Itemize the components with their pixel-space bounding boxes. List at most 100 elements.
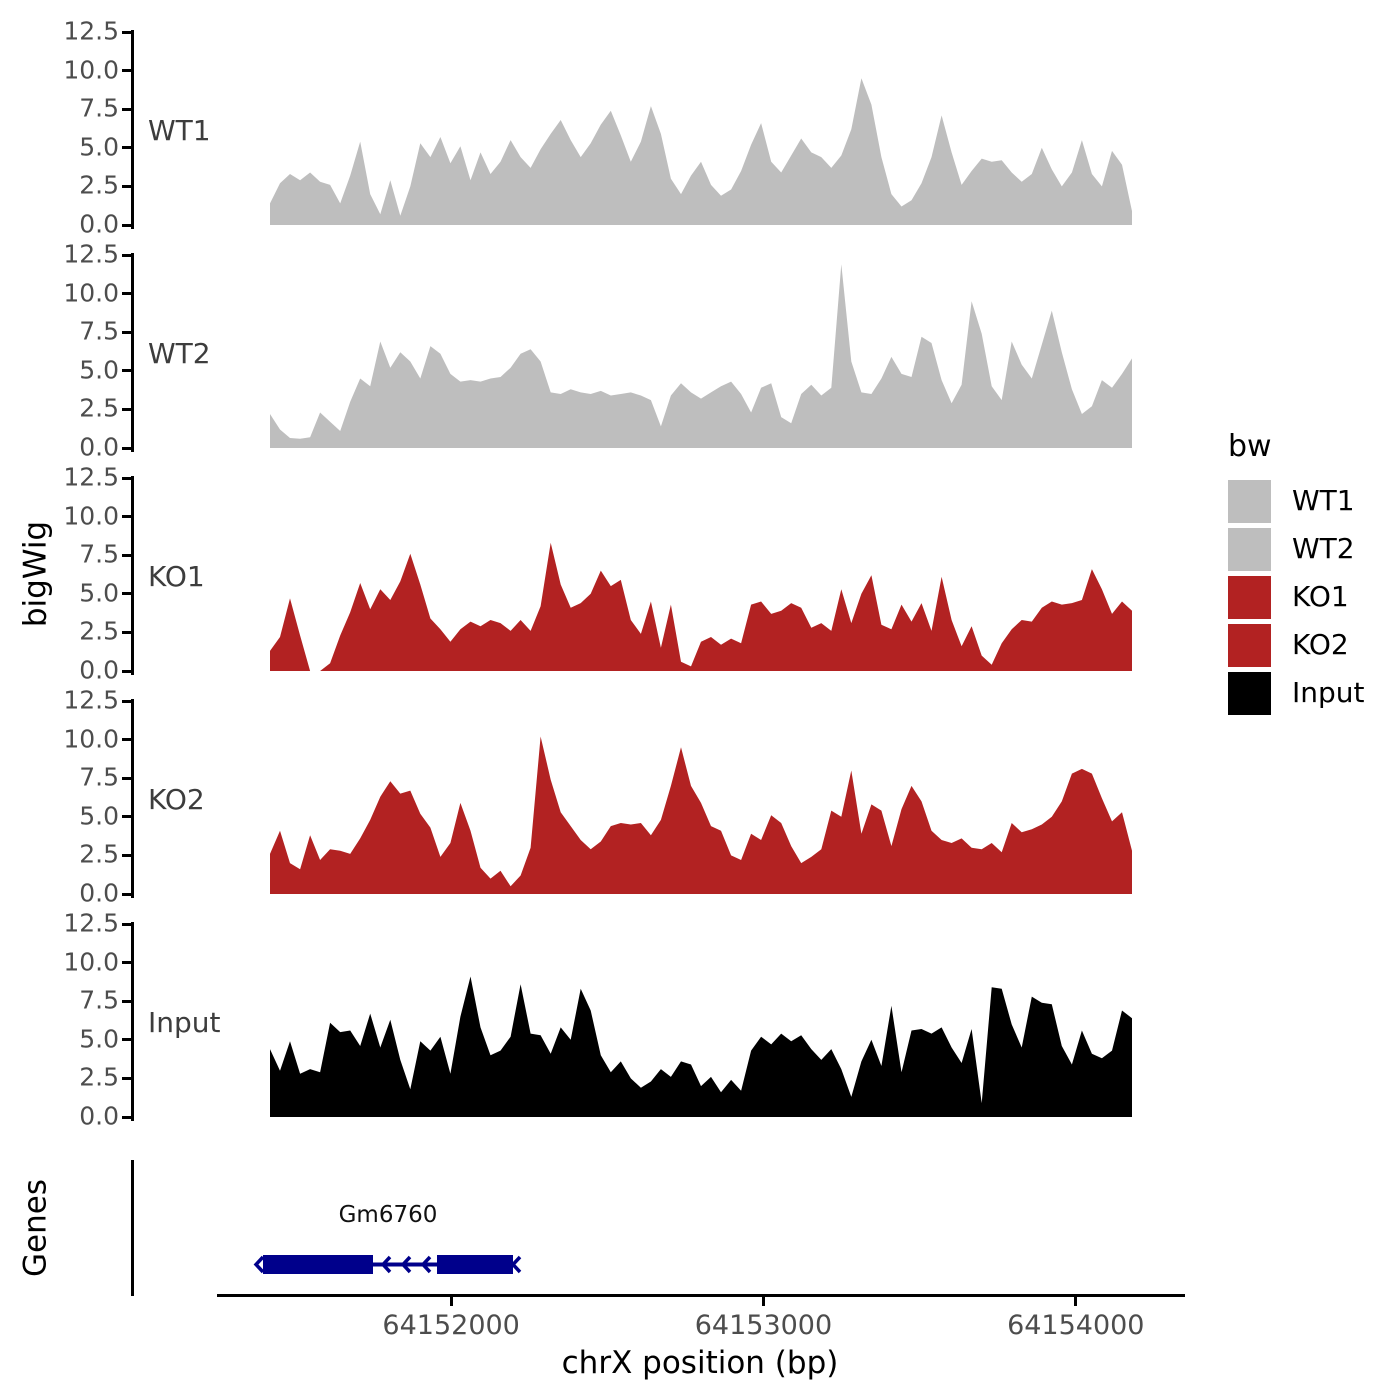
y-tick <box>122 853 131 857</box>
legend-label: WT1 <box>1292 484 1355 517</box>
y-tick-label: 0.0 <box>79 1101 119 1131</box>
y-tick <box>122 515 131 519</box>
track-label-wt1: WT1 <box>148 113 211 147</box>
coverage-polygon <box>270 736 1132 894</box>
legend-swatch <box>1228 623 1271 667</box>
y-tick <box>122 184 131 188</box>
x-tick-label: 64154000 <box>1007 1310 1145 1341</box>
legend-label: KO2 <box>1292 628 1349 661</box>
strand-arrow-icon <box>253 1255 265 1274</box>
y-tick-label: 5.0 <box>79 355 119 385</box>
y-tick-label: 0.0 <box>79 432 119 462</box>
y-tick-label: 12.5 <box>63 462 119 492</box>
legend-label: KO1 <box>1292 580 1349 613</box>
y-tick <box>122 669 131 673</box>
y-tick <box>122 1115 131 1119</box>
coverage-polygon <box>270 264 1132 448</box>
gene-exon <box>263 1255 373 1274</box>
y-tick <box>122 292 131 296</box>
y-tick-label: 7.5 <box>79 762 119 792</box>
legend-items: WT1 WT2 KO1 KO2 Input <box>1228 477 1365 717</box>
legend-label: WT2 <box>1292 532 1355 565</box>
y-tick <box>122 630 131 634</box>
y-tick <box>122 146 131 150</box>
x-tick-label: 64152000 <box>382 1310 520 1341</box>
x-axis-line <box>217 1294 1185 1297</box>
y-tick-label: 10.0 <box>63 724 119 754</box>
legend-title: bw <box>1228 429 1272 464</box>
y-tick <box>122 223 131 227</box>
x-tick <box>1074 1297 1078 1306</box>
gene-model <box>253 1255 522 1274</box>
y-tick-label: 5.0 <box>79 1024 119 1054</box>
y-tick-label: 2.5 <box>79 393 119 423</box>
y-tick <box>122 253 131 257</box>
coverage-area-ko2 <box>270 736 1132 894</box>
track-label-input: Input <box>148 1005 221 1039</box>
y-tick <box>122 815 131 819</box>
y-tick <box>122 738 131 742</box>
coverage-area-wt1 <box>270 78 1132 225</box>
y-tick-label: 12.5 <box>63 685 119 715</box>
coverage-polygon <box>270 542 1132 671</box>
legend-item-ko2: KO2 <box>1228 621 1365 669</box>
y-tick-label: 10.0 <box>63 278 119 308</box>
x-tick <box>761 1297 765 1306</box>
y-tick-label: 0.0 <box>79 655 119 685</box>
x-tick-label: 64153000 <box>694 1310 833 1341</box>
y-tick <box>122 776 131 780</box>
legend-item-wt1: WT1 <box>1228 477 1365 525</box>
legend-swatch <box>1228 575 1271 619</box>
legend-label: Input <box>1292 676 1365 709</box>
y-axis-line <box>131 476 134 675</box>
y-tick <box>122 407 131 411</box>
y-tick-label: 2.5 <box>79 170 119 200</box>
y-tick <box>122 446 131 450</box>
y-tick <box>122 330 131 334</box>
y-tick <box>122 107 131 111</box>
y-tick <box>122 1076 131 1080</box>
y-axis-line <box>131 253 134 452</box>
y-tick <box>122 369 131 373</box>
y-tick <box>122 999 131 1003</box>
legend: bw WT1 WT2 KO1 KO2 Input <box>1228 432 1365 717</box>
y-tick-label: 7.5 <box>79 316 119 346</box>
y-tick-label: 5.0 <box>79 801 119 831</box>
track-label-wt2: WT2 <box>148 336 211 370</box>
y-tick-label: 0.0 <box>79 209 119 239</box>
y-tick <box>122 30 131 34</box>
gene-track-axis-line <box>131 1160 134 1296</box>
strand-arrow-icon <box>380 1255 392 1274</box>
strand-arrow-icon <box>510 1255 522 1274</box>
y-tick <box>122 892 131 896</box>
y-tick <box>122 699 131 703</box>
track-label-ko2: KO2 <box>148 782 205 816</box>
y-tick <box>122 1038 131 1042</box>
y-tick <box>122 961 131 965</box>
y-tick <box>122 922 131 926</box>
y-tick-label: 2.5 <box>79 1062 119 1092</box>
y-tick <box>122 553 131 557</box>
y-tick <box>122 69 131 73</box>
strand-arrow-icon <box>420 1255 432 1274</box>
y-tick-label: 10.0 <box>63 947 119 977</box>
coverage-polygon <box>270 976 1132 1117</box>
y-tick-label: 5.0 <box>79 578 119 608</box>
y-tick-label: 2.5 <box>79 616 119 646</box>
x-tick <box>449 1297 453 1306</box>
y-tick <box>122 592 131 596</box>
coverage-area-input <box>270 976 1132 1117</box>
y-tick-label: 7.5 <box>79 985 119 1015</box>
y-tick-label: 12.5 <box>63 239 119 269</box>
legend-item-wt2: WT2 <box>1228 525 1365 573</box>
y-tick-label: 7.5 <box>79 539 119 569</box>
y-tick-label: 10.0 <box>63 501 119 531</box>
legend-item-ko1: KO1 <box>1228 573 1365 621</box>
y-tick-label: 7.5 <box>79 93 119 123</box>
y-tick-label: 2.5 <box>79 839 119 869</box>
genes-axis-title: Genes <box>17 1179 54 1277</box>
track-label-ko1: KO1 <box>148 559 205 593</box>
y-axis-line <box>131 922 134 1121</box>
y-tick-label: 5.0 <box>79 132 119 162</box>
y-tick-label: 12.5 <box>63 16 119 46</box>
